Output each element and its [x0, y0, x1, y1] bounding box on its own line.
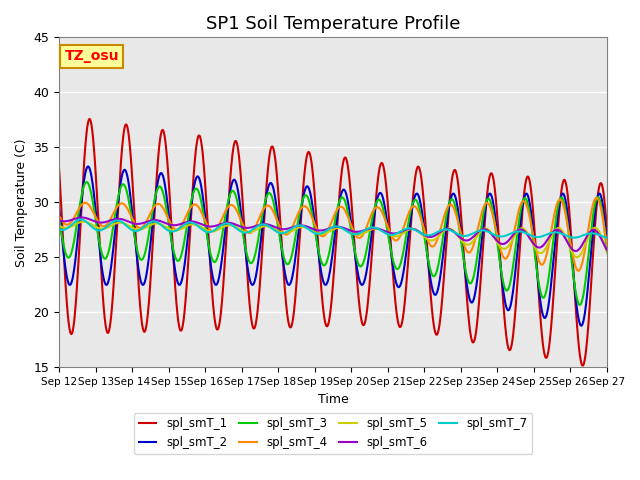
spl_smT_1 [579, 363, 586, 369]
spl_smT_6 [78, 215, 86, 220]
spl_smT_2 [84, 164, 92, 169]
spl_smT_7 [177, 224, 185, 230]
spl_smT_2 [164, 205, 172, 211]
spl_smT_4 [164, 215, 172, 220]
spl_smT_3 [576, 302, 584, 308]
spl_smT_3 [177, 252, 185, 258]
spl_smT_1 [164, 168, 172, 174]
spl_smT_1 [538, 335, 546, 341]
spl_smT_2 [55, 205, 63, 211]
spl_smT_6 [572, 248, 580, 254]
spl_smT_3 [164, 216, 172, 222]
spl_smT_3 [603, 250, 611, 255]
spl_smT_1 [55, 167, 63, 172]
spl_smT_7 [77, 216, 84, 222]
Line: spl_smT_6: spl_smT_6 [59, 217, 607, 251]
spl_smT_1 [419, 183, 426, 189]
spl_smT_3 [239, 229, 246, 235]
spl_smT_3 [55, 215, 63, 221]
spl_smT_7 [603, 235, 611, 240]
spl_smT_2 [490, 204, 498, 210]
spl_smT_1 [239, 199, 246, 204]
spl_smT_2 [603, 241, 611, 247]
spl_smT_1 [177, 327, 185, 333]
spl_smT_6 [603, 247, 611, 253]
spl_smT_4 [603, 242, 611, 248]
spl_smT_6 [490, 234, 498, 240]
spl_smT_6 [55, 217, 63, 223]
spl_smT_6 [538, 243, 546, 249]
Line: spl_smT_1: spl_smT_1 [59, 119, 607, 366]
spl_smT_7 [538, 233, 546, 239]
Line: spl_smT_5: spl_smT_5 [59, 222, 607, 257]
spl_smT_5 [79, 219, 87, 225]
spl_smT_2 [177, 279, 185, 285]
spl_smT_2 [239, 224, 246, 229]
spl_smT_3 [490, 214, 498, 220]
spl_smT_4 [538, 262, 546, 268]
spl_smT_5 [538, 250, 546, 255]
Legend: spl_smT_1, spl_smT_2, spl_smT_3, spl_smT_4, spl_smT_5, spl_smT_6, spl_smT_7: spl_smT_1, spl_smT_2, spl_smT_3, spl_smT… [134, 413, 532, 454]
spl_smT_5 [573, 254, 580, 260]
spl_smT_7 [419, 231, 426, 237]
spl_smT_7 [239, 229, 246, 235]
Line: spl_smT_7: spl_smT_7 [59, 219, 607, 238]
spl_smT_7 [55, 226, 63, 232]
X-axis label: Time: Time [317, 393, 348, 406]
spl_smT_4 [490, 216, 497, 221]
Title: SP1 Soil Temperature Profile: SP1 Soil Temperature Profile [206, 15, 460, 33]
spl_smT_1 [603, 228, 611, 233]
spl_smT_6 [164, 221, 172, 227]
Line: spl_smT_3: spl_smT_3 [59, 182, 607, 305]
spl_smT_3 [538, 294, 546, 300]
spl_smT_4 [177, 223, 185, 229]
spl_smT_5 [55, 223, 63, 229]
spl_smT_4 [55, 213, 63, 219]
Text: TZ_osu: TZ_osu [65, 49, 119, 63]
spl_smT_6 [239, 224, 246, 230]
spl_smT_4 [239, 220, 246, 226]
spl_smT_4 [593, 195, 600, 201]
spl_smT_7 [490, 232, 498, 238]
spl_smT_7 [164, 228, 172, 233]
spl_smT_6 [419, 231, 426, 237]
Line: spl_smT_4: spl_smT_4 [59, 198, 607, 271]
spl_smT_5 [239, 228, 246, 234]
spl_smT_5 [419, 232, 426, 238]
spl_smT_2 [577, 323, 585, 328]
spl_smT_1 [86, 116, 93, 122]
spl_smT_6 [177, 221, 185, 227]
Line: spl_smT_2: spl_smT_2 [59, 167, 607, 325]
spl_smT_5 [177, 226, 185, 232]
spl_smT_5 [603, 249, 611, 255]
spl_smT_5 [490, 234, 498, 240]
spl_smT_4 [418, 219, 426, 225]
Y-axis label: Soil Temperature (C): Soil Temperature (C) [15, 138, 28, 266]
spl_smT_2 [419, 211, 426, 217]
spl_smT_4 [575, 268, 582, 274]
spl_smT_3 [419, 220, 426, 226]
spl_smT_1 [490, 179, 498, 185]
spl_smT_2 [538, 310, 546, 315]
spl_smT_3 [83, 179, 90, 185]
spl_smT_5 [164, 225, 172, 231]
